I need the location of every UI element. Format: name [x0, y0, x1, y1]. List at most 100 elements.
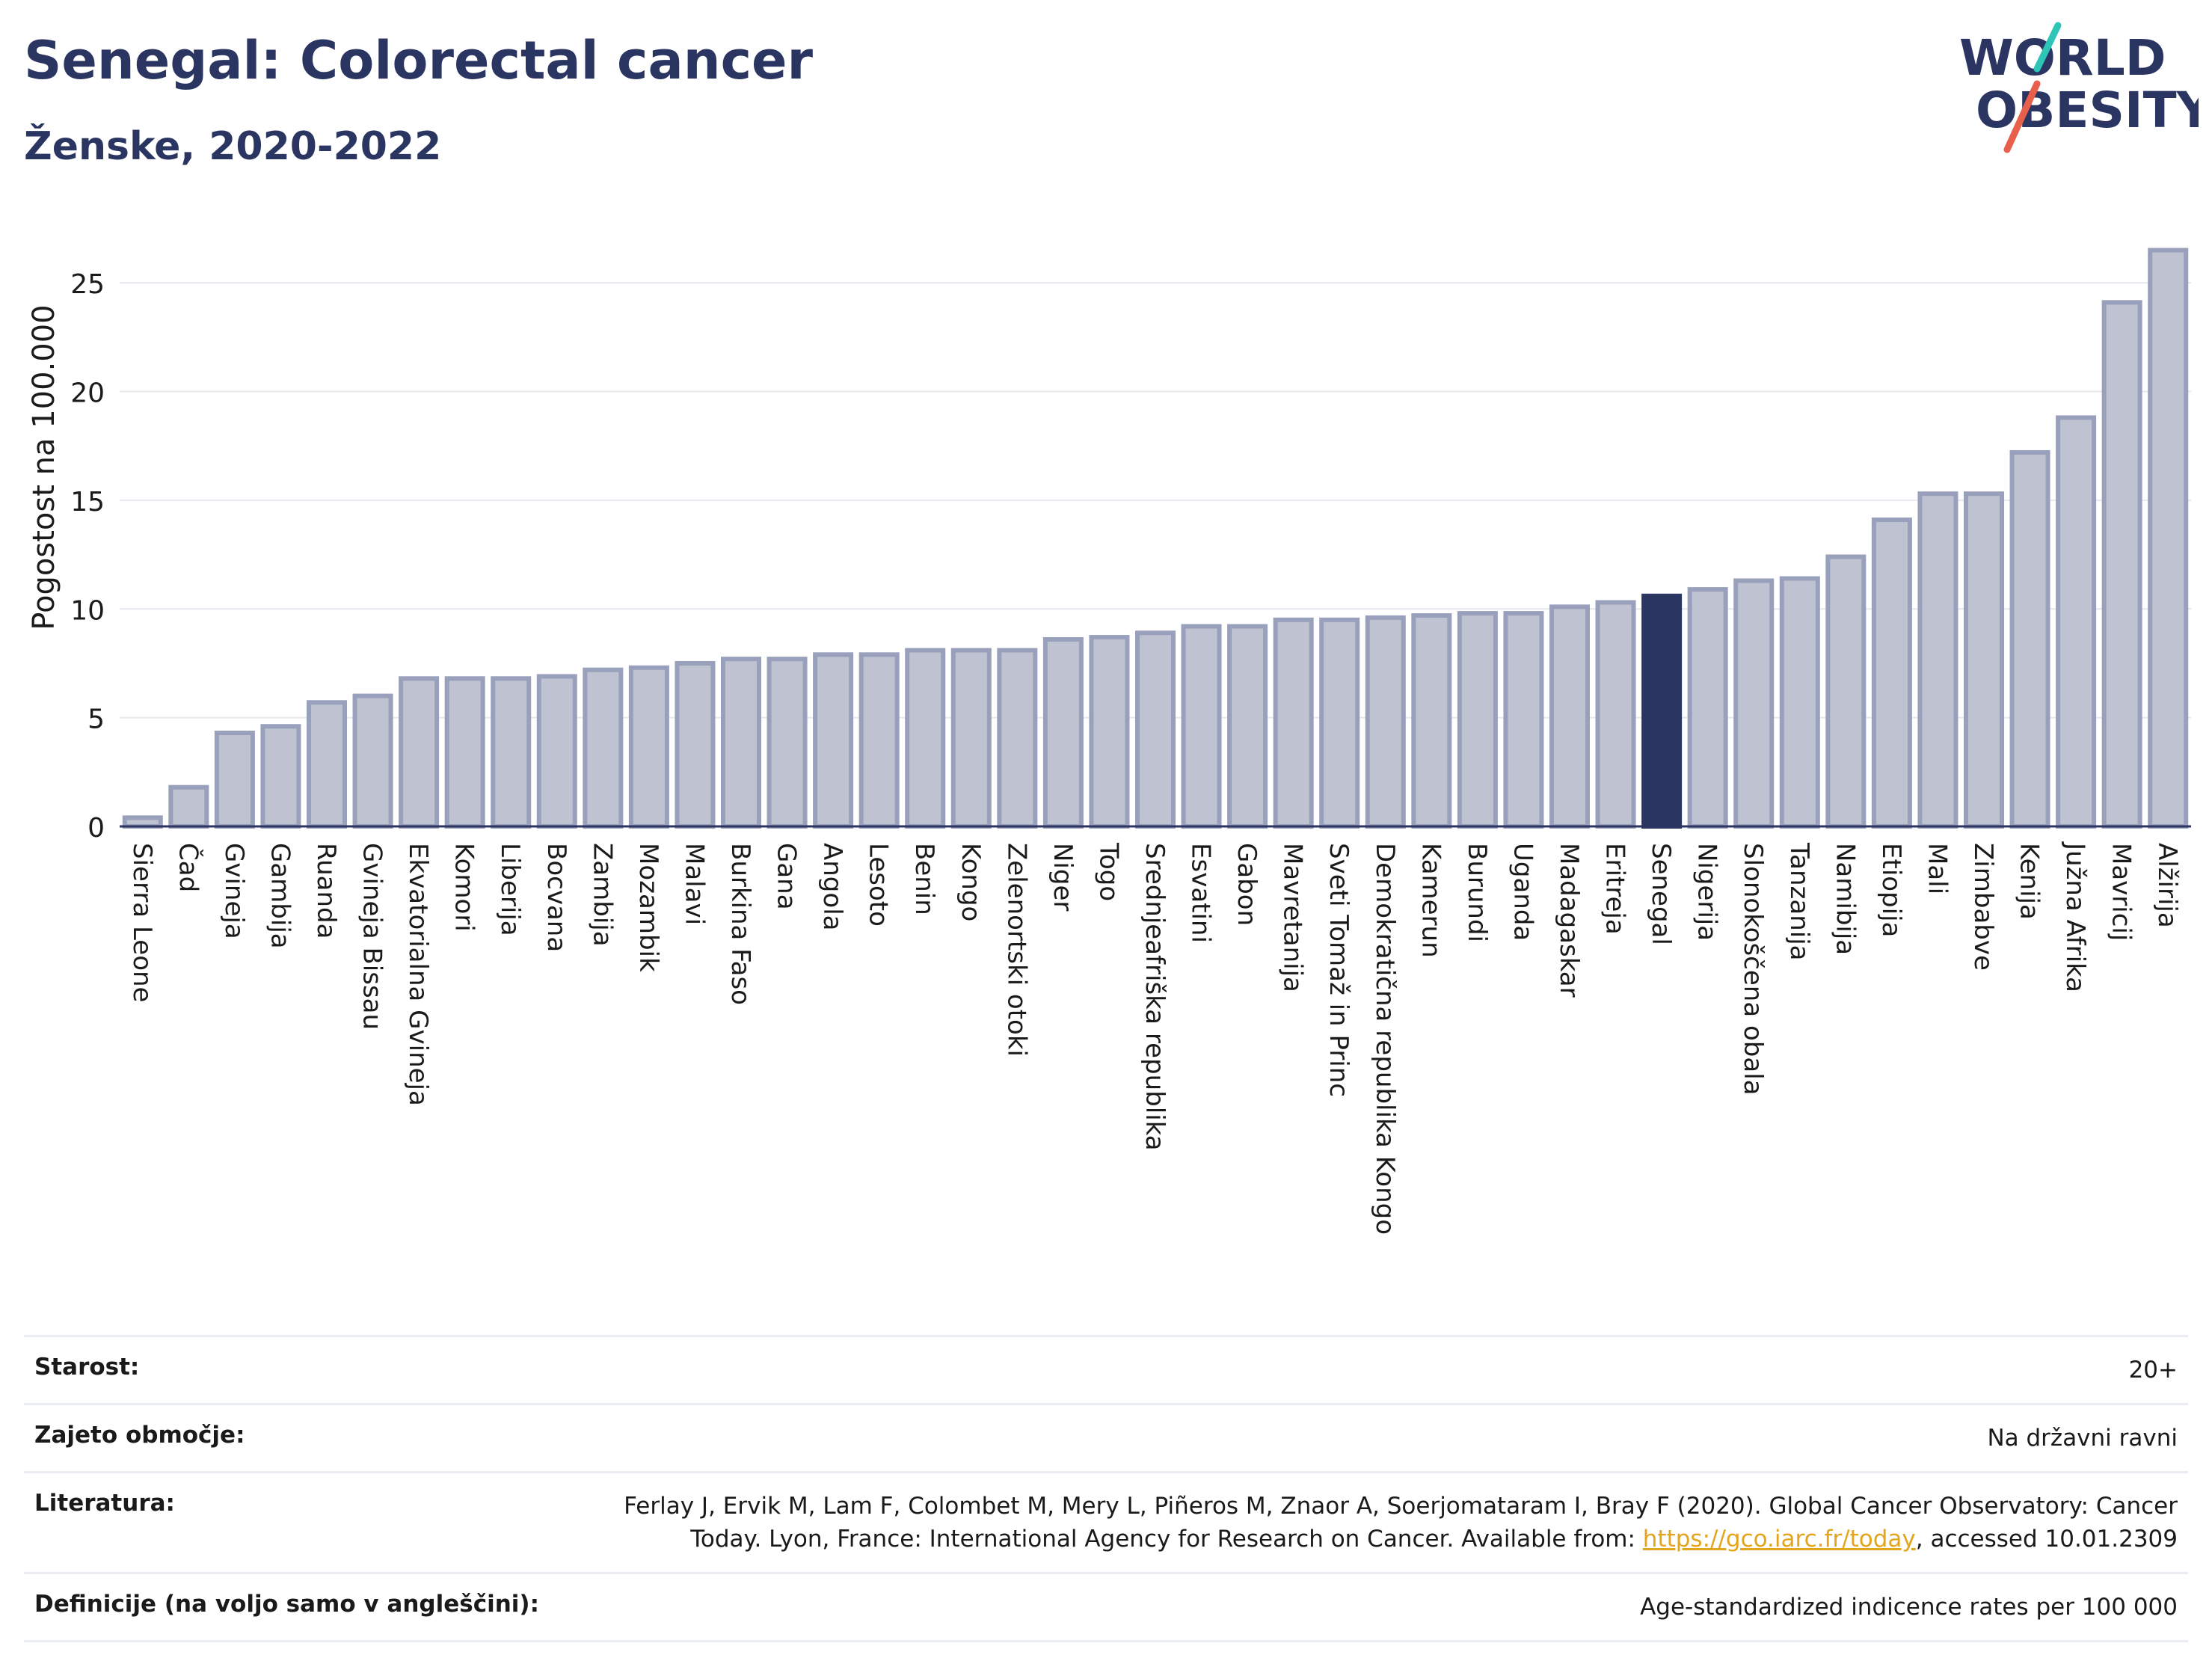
bar-21[interactable] — [1089, 635, 1130, 829]
x-tick-label: Ruanda — [311, 843, 341, 939]
bar-28[interactable] — [1411, 612, 1452, 829]
bar-29[interactable] — [1457, 611, 1498, 829]
bar-37[interactable] — [1825, 554, 1867, 829]
world-obesity-logo: WORLD OBESITY — [1959, 22, 2199, 153]
x-tick-label: Angola — [817, 843, 847, 930]
x-tick-label: Gabon — [1232, 843, 1262, 926]
x-tick-label: Čad — [173, 843, 203, 892]
bar-chart: 0 5 10 15 20 25 Sierra Leone Čad Gvineja Gambija R… — [27, 248, 2191, 1235]
bar-24[interactable] — [1227, 624, 1268, 829]
x-tick-label: Komori — [449, 843, 479, 932]
bar-41[interactable] — [2009, 449, 2050, 829]
reference-link[interactable]: https://gco.iarc.fr/today — [1642, 1526, 1916, 1553]
bar-44[interactable] — [2148, 248, 2189, 829]
bar-17[interactable] — [905, 648, 946, 829]
y-tick-label: 25 — [70, 269, 105, 300]
bar-5[interactable] — [352, 693, 393, 829]
bar-15[interactable] — [813, 652, 854, 829]
y-tick-label: 20 — [70, 378, 105, 409]
x-tick-label: Namibija — [1830, 843, 1860, 955]
bar-12[interactable] — [675, 660, 716, 829]
bar-43[interactable] — [2101, 300, 2142, 829]
x-tick-label: Benin — [909, 843, 939, 915]
logo-slash-teal — [2033, 22, 2062, 73]
bar-1[interactable] — [168, 784, 209, 829]
x-tick-label: Malavi — [679, 843, 709, 925]
logo-slash-red — [2003, 80, 2041, 153]
bar-0[interactable] — [122, 815, 163, 829]
x-tick-label: Kamerun — [1416, 843, 1446, 958]
bar-23[interactable] — [1181, 624, 1222, 829]
bar-7[interactable] — [444, 676, 485, 829]
bar-19[interactable] — [997, 648, 1038, 829]
x-tick-label: Mavretanija — [1278, 843, 1308, 992]
bar-8[interactable] — [491, 676, 532, 829]
x-tick-label: Demokratična republika Kongo — [1370, 843, 1400, 1235]
x-tick-label: Sveti Tomaž in Princ — [1324, 843, 1354, 1097]
bar-35[interactable] — [1733, 578, 1775, 829]
x-tick-label: Alžirija — [2152, 843, 2182, 928]
reference-value: Ferlay J, Ervik M, Lam F, Colombet M, Me… — [583, 1473, 2188, 1573]
bar-9[interactable] — [536, 674, 577, 829]
bar-25[interactable] — [1273, 617, 1314, 829]
definitions-label: Definicije (na voljo samo v angleščini): — [34, 1591, 539, 1618]
y-tick-label: 5 — [87, 704, 105, 735]
x-tick-label: Kenija — [2015, 843, 2044, 920]
info-row-age: Starost: 20+ — [24, 1336, 2188, 1404]
bar-4[interactable] — [306, 700, 348, 829]
y-tick-label: 0 — [87, 813, 105, 844]
area-label: Zajeto območje: — [34, 1422, 245, 1449]
x-tick-label: Liberija — [495, 843, 525, 936]
bar-36[interactable] — [1779, 576, 1820, 829]
logo-line-1: WORLD — [1959, 29, 2166, 87]
x-tick-label: Esvatini — [1186, 843, 1216, 943]
bar-27[interactable] — [1365, 615, 1406, 829]
bar-26[interactable] — [1319, 617, 1360, 829]
bar-14[interactable] — [766, 657, 808, 829]
chart-title: Senegal: Colorectal cancer — [24, 30, 814, 91]
x-tick-label: Slonokoščena obala — [1738, 843, 1768, 1095]
reference-label: Literatura: — [34, 1490, 175, 1517]
info-row-reference: Literatura: Ferlay J, Ervik M, Lam F, Co… — [24, 1472, 2188, 1573]
x-tick-label: Gvineja Bissau — [357, 843, 387, 1030]
bar-11[interactable] — [628, 665, 669, 829]
x-tick-label: Mozambik — [633, 843, 663, 972]
y-tick-label: 10 — [70, 595, 105, 626]
x-tick-label: Bocvana — [541, 843, 571, 952]
x-tick-label: Kongo — [956, 843, 986, 921]
x-tick-label: Zimbabve — [1968, 843, 1998, 971]
bar-20[interactable] — [1042, 636, 1084, 829]
x-tick-label: Nigerija — [1692, 843, 1722, 941]
x-tick-label: Gvineja — [219, 843, 249, 939]
info-row-area: Zajeto območje: Na državni ravni — [24, 1404, 2188, 1473]
bar-31[interactable] — [1549, 604, 1591, 829]
x-tick-label: Senegal — [1646, 843, 1676, 945]
labels: 0 5 10 15 20 25 Sierra Leone Čad Gvineja Gambija R… — [70, 269, 2182, 1235]
bar-3[interactable] — [260, 724, 301, 829]
bar-30[interactable] — [1503, 611, 1544, 829]
bar-39[interactable] — [1917, 491, 1958, 829]
x-tick-label: Madagaskar — [1554, 843, 1584, 998]
bar-16[interactable] — [858, 652, 900, 829]
bar-18[interactable] — [950, 648, 992, 829]
bar-33[interactable] — [1641, 593, 1683, 829]
bars — [122, 248, 2189, 829]
y-axis-label: Pogostost na 100.000 — [27, 304, 61, 630]
bar-34[interactable] — [1687, 587, 1728, 829]
bar-32[interactable] — [1595, 600, 1636, 829]
age-value: 20+ — [2128, 1357, 2178, 1384]
bar-6[interactable] — [399, 676, 440, 829]
bar-42[interactable] — [2056, 415, 2097, 829]
bar-40[interactable] — [1963, 491, 2005, 829]
bar-10[interactable] — [583, 667, 624, 829]
bar-22[interactable] — [1134, 630, 1176, 829]
x-tick-label: Mali — [1922, 843, 1952, 894]
bar-38[interactable] — [1871, 518, 1912, 829]
x-tick-label: Burkina Faso — [725, 843, 755, 1005]
x-tick-label: Uganda — [1508, 843, 1537, 941]
x-tick-label: Burundi — [1462, 843, 1492, 942]
bar-2[interactable] — [214, 730, 255, 829]
x-tick-label: Etiopija — [1876, 843, 1906, 937]
bar-13[interactable] — [720, 657, 762, 829]
area-value: Na državni ravni — [1987, 1425, 2178, 1452]
